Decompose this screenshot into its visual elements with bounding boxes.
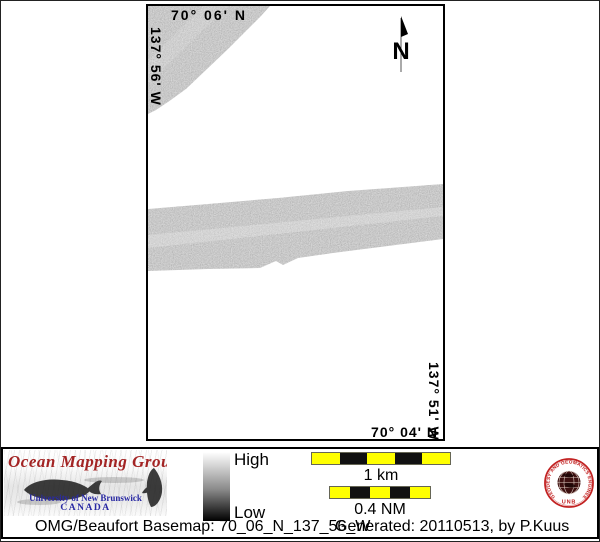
backscatter-colorbar <box>203 452 230 521</box>
sonar-swath-horizontal <box>148 184 443 271</box>
scalebar-segment <box>330 487 350 498</box>
legend-low-label: Low <box>234 503 266 522</box>
scalebar-segment <box>390 487 410 498</box>
sonar-swath-diagonal <box>148 6 270 114</box>
basemap-caption: OMG/Beaufort Basemap: 70_06_N_137_56_W <box>35 518 371 535</box>
coord-label-top: 70° 06' N <box>171 7 247 23</box>
nadir-stripe-diagonal <box>148 6 228 84</box>
scalebar-segment <box>312 453 340 464</box>
scalebar-segment <box>350 487 370 498</box>
sonar-swaths <box>148 6 443 271</box>
unb-text-block: University of New Brunswick CANADA <box>4 493 167 513</box>
generated-caption: Generated: 20110513, by P.Kuus <box>335 518 570 535</box>
unb-geodesy-seal: GEODESY AND GEOMATICS ENGINEERING UNB <box>543 457 594 508</box>
omg-logo-title: Ocean Mapping Group <box>8 452 167 471</box>
scalebar-km-label: 1 km <box>363 467 399 484</box>
scalebar-segment <box>410 487 430 498</box>
whales-illustration <box>17 468 163 507</box>
scalebar-segment <box>422 453 450 464</box>
whale-right-fin-icon <box>142 484 153 494</box>
scalebar-segment <box>367 453 395 464</box>
scalebar-km <box>311 452 451 465</box>
north-arrow-label: N <box>392 38 409 65</box>
north-arrow: N <box>392 16 410 72</box>
legend-panel: Ocean Mapping Group University of New Br… <box>1 447 599 539</box>
map-frame: N <box>146 4 445 441</box>
legend-high-label: High <box>234 450 269 469</box>
whale-left-tail-icon <box>88 480 102 495</box>
seal-inner-ring <box>546 460 592 506</box>
unb-country-label: CANADA <box>60 503 111 513</box>
seal-unb-label: UNB <box>562 500 577 506</box>
scalebar-segment <box>394 453 423 464</box>
seal-globe-icon <box>557 470 581 495</box>
whale-right-icon <box>146 468 163 507</box>
whale-left-icon <box>24 479 90 501</box>
coord-label-left: 137° 56' W <box>148 27 164 106</box>
unb-university-label: University of New Brunswick <box>29 493 142 503</box>
scalebar-segment <box>339 453 368 464</box>
scalebar-nm <box>329 486 431 499</box>
scalebar-segment <box>370 487 390 498</box>
scalebar-nm-label: 0.4 NM <box>354 501 406 518</box>
nadir-stripe <box>148 207 443 248</box>
omg-logo: Ocean Mapping Group University of New Br… <box>4 450 167 516</box>
sonar-swath-canvas: N <box>148 6 443 271</box>
coord-label-bottom: 70° 04' N <box>371 424 438 440</box>
